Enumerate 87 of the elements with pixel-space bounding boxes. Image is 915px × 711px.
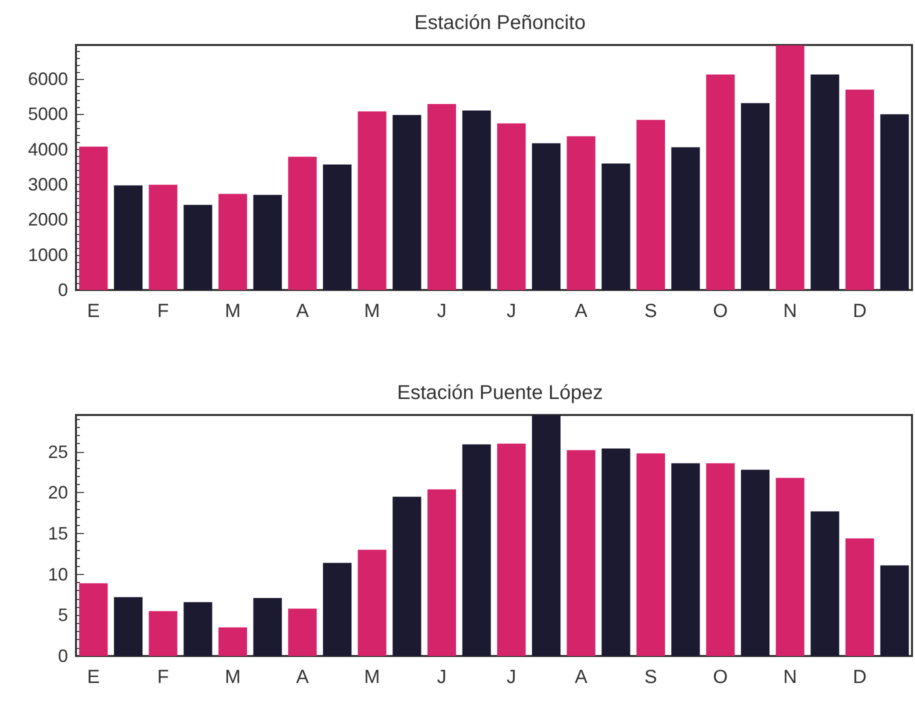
- x-tick-label: S: [644, 667, 658, 688]
- x-tick-label: J: [506, 667, 516, 688]
- bar: [322, 164, 352, 290]
- bar: [776, 45, 804, 290]
- bar: [776, 478, 804, 656]
- x-tick-label: J: [506, 301, 516, 322]
- y-tick-label: 6000: [28, 69, 68, 90]
- y-tick-label: 3000: [28, 174, 68, 195]
- bar: [880, 565, 909, 656]
- chart-title: Estación Peñoncito: [414, 12, 586, 34]
- y-tick-label: 25: [48, 442, 68, 462]
- x-tick-label: F: [157, 301, 169, 322]
- bar: [566, 136, 596, 290]
- bar: [392, 496, 422, 656]
- x-tick-label: O: [713, 301, 728, 322]
- bar: [148, 184, 178, 290]
- bar: [810, 511, 840, 656]
- x-tick-label: A: [574, 301, 588, 322]
- y-tick-label: 5: [58, 605, 68, 626]
- bar: [427, 104, 456, 290]
- bar: [288, 608, 317, 656]
- x-tick-label: J: [437, 301, 446, 322]
- x-tick-label: A: [296, 301, 310, 322]
- y-tick-label: 20: [48, 482, 68, 503]
- y-tick-label: 10: [48, 564, 68, 584]
- x-tick-label: N: [783, 667, 797, 688]
- bar: [740, 470, 770, 656]
- bar: [358, 111, 386, 290]
- bar: [845, 538, 874, 656]
- bar: [706, 463, 735, 656]
- bar: [114, 597, 143, 656]
- x-tick-label: D: [852, 667, 867, 688]
- bar: [706, 74, 735, 290]
- bar: [497, 123, 526, 290]
- bar: [602, 163, 630, 290]
- bar: [79, 583, 108, 656]
- bar: [218, 627, 248, 656]
- x-tick-label: J: [437, 667, 446, 688]
- bar: [253, 194, 282, 290]
- bar: [845, 90, 874, 290]
- chart-title: Estación Puente López: [397, 382, 603, 404]
- bar: [79, 146, 108, 290]
- y-tick-label: 5000: [28, 104, 68, 124]
- bar: [880, 114, 909, 290]
- bar: [288, 156, 317, 290]
- bar: [566, 450, 596, 656]
- x-tick-label: E: [87, 301, 100, 322]
- bar: [358, 550, 386, 656]
- bar: [114, 185, 143, 290]
- x-tick-label: M: [364, 667, 380, 688]
- bar: [462, 444, 491, 656]
- x-tick-label: M: [364, 301, 380, 322]
- x-tick-label: D: [852, 301, 867, 322]
- x-tick-label: M: [224, 667, 241, 688]
- y-tick-label: 2000: [28, 210, 68, 230]
- bar: [322, 562, 352, 656]
- x-tick-label: M: [224, 301, 241, 322]
- bar: [740, 103, 770, 290]
- bar: [184, 204, 212, 290]
- bar: [392, 114, 422, 290]
- bar: [636, 453, 666, 656]
- bar: [532, 415, 561, 656]
- bar: [218, 194, 248, 290]
- bar: [497, 444, 526, 656]
- x-tick-label: A: [296, 667, 310, 688]
- x-tick-label: O: [713, 667, 728, 688]
- x-tick-label: N: [783, 301, 797, 322]
- bar: [148, 611, 178, 656]
- y-tick-label: 0: [58, 280, 68, 300]
- bar: [253, 598, 282, 656]
- x-tick-label: F: [157, 667, 169, 688]
- x-tick-label: S: [644, 301, 658, 322]
- bar: [602, 448, 630, 656]
- bar: [427, 489, 456, 656]
- y-tick-label: 4000: [28, 139, 68, 160]
- bar: [184, 602, 212, 656]
- y-tick-label: 1000: [28, 244, 68, 265]
- y-tick-label: 0: [58, 646, 68, 666]
- bar: [671, 147, 700, 290]
- x-tick-label: A: [574, 667, 588, 688]
- bar: [462, 110, 491, 290]
- x-tick-label: E: [87, 667, 100, 688]
- bar: [532, 143, 561, 290]
- bar: [636, 120, 666, 290]
- y-tick-label: 15: [48, 523, 68, 544]
- bar: [671, 463, 700, 656]
- bar: [810, 74, 840, 290]
